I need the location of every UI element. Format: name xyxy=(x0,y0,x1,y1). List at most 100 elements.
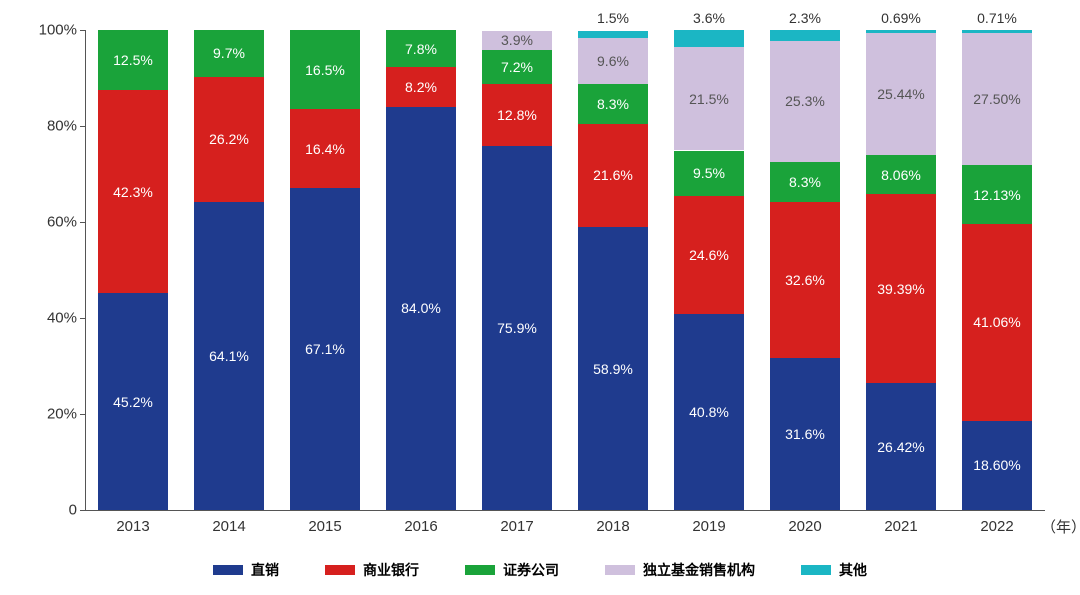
bar-segment-indep: 3.9% xyxy=(482,31,551,50)
bar-top-label: 0.69% xyxy=(881,10,921,26)
y-tick-mark xyxy=(80,222,85,223)
x-tick-label: 2013 xyxy=(116,518,149,535)
y-tick-mark xyxy=(80,126,85,127)
bar-segment-direct: 40.8% xyxy=(674,314,743,510)
segment-label: 26.2% xyxy=(209,131,249,147)
legend-item-other: 其他 xyxy=(801,560,867,580)
x-axis-unit: （年） xyxy=(1041,516,1080,537)
segment-label: 27.50% xyxy=(973,91,1020,107)
bar-segment-indep: 21.5% xyxy=(674,47,743,150)
bar-column: 26.42%39.39%8.06% 25.44% xyxy=(866,30,935,510)
y-tick-label: 80% xyxy=(47,118,77,135)
segment-label: 24.6% xyxy=(689,247,729,263)
segment-label: 75.9% xyxy=(497,320,537,336)
y-tick-label: 20% xyxy=(47,406,77,423)
bar-column: 64.1%26.2%9.7% xyxy=(194,30,263,510)
segment-label: 18.60% xyxy=(973,457,1020,473)
bar-top-label: 3.6% xyxy=(693,10,725,26)
bar-segment-security: 8.3% xyxy=(770,162,839,202)
bar-segment-bank: 41.06% xyxy=(962,224,1031,421)
legend-item-indep: 独立基金销售机构 xyxy=(605,560,755,580)
legend-item-direct: 直销 xyxy=(213,560,279,580)
legend-swatch xyxy=(325,565,355,575)
bar-top-label: 0.71% xyxy=(977,10,1017,26)
bar-segment-security: 8.06% xyxy=(866,155,935,194)
bar-top-label: 1.5% xyxy=(597,10,629,26)
bar-top-label: 2.3% xyxy=(789,10,821,26)
segment-label: 21.6% xyxy=(593,167,633,183)
bar-segment-security: 8.3% xyxy=(578,84,647,124)
bar-segment-direct: 26.42% xyxy=(866,383,935,510)
bar-segment-bank: 21.6% xyxy=(578,124,647,228)
legend-swatch xyxy=(801,565,831,575)
segment-label: 32.6% xyxy=(785,272,825,288)
bar-column: 18.60% 41.06% 12.13% 27.50% xyxy=(962,30,1031,510)
x-tick-label: 2020 xyxy=(788,518,821,535)
bar-segment-indep: 25.44% xyxy=(866,33,935,155)
bar-column: 40.8% 24.6% 9.5% 21.5% xyxy=(674,30,743,510)
x-tick-label: 2018 xyxy=(596,518,629,535)
segment-label: 12.13% xyxy=(973,187,1020,203)
legend-swatch xyxy=(465,565,495,575)
bar-segment-other xyxy=(578,31,647,38)
segment-label: 3.9% xyxy=(501,32,533,48)
segment-label: 16.4% xyxy=(305,141,345,157)
bar-segment-bank: 32.6% xyxy=(770,202,839,358)
bar-column: 58.9%21.6%8.3%9.6% xyxy=(578,30,647,510)
x-tick-label: 2021 xyxy=(884,518,917,535)
legend-swatch xyxy=(213,565,243,575)
x-axis-line xyxy=(85,510,1045,511)
bar-segment-security: 9.5% xyxy=(674,151,743,197)
segment-label: 31.6% xyxy=(785,426,825,442)
bar-column: 75.9% 12.8% 7.2% 3.9% xyxy=(482,30,551,510)
legend-item-security: 证券公司 xyxy=(465,560,559,580)
bar-column: 31.6% 32.6% 8.3% 25.3% xyxy=(770,30,839,510)
bar-segment-bank: 16.4% xyxy=(290,109,359,188)
bar-segment-bank: 12.8% xyxy=(482,84,551,145)
plot-area: 020%40%60%80%100%201345.2%42.3%12.5%2014… xyxy=(85,30,1045,510)
segment-label: 84.0% xyxy=(401,300,441,316)
chart-root: 020%40%60%80%100%201345.2%42.3%12.5%2014… xyxy=(0,0,1080,595)
segment-label: 25.44% xyxy=(877,86,924,102)
bar-segment-indep: 25.3% xyxy=(770,41,839,162)
x-tick-label: 2015 xyxy=(308,518,341,535)
segment-label: 25.3% xyxy=(785,93,825,109)
y-tick-label: 40% xyxy=(47,310,77,327)
bar-segment-direct: 58.9% xyxy=(578,227,647,510)
segment-label: 21.5% xyxy=(689,91,729,107)
legend-label: 直销 xyxy=(251,560,279,580)
segment-label: 45.2% xyxy=(113,394,153,410)
bar-segment-direct: 18.60% xyxy=(962,421,1031,510)
segment-label: 9.5% xyxy=(693,165,725,181)
segment-label: 40.8% xyxy=(689,404,729,420)
bar-segment-direct: 75.9% xyxy=(482,146,551,510)
legend-label: 商业银行 xyxy=(363,560,419,580)
legend: 直销 商业银行 证券公司 独立基金销售机构 其他 xyxy=(0,560,1080,580)
x-tick-label: 2019 xyxy=(692,518,725,535)
segment-label: 7.2% xyxy=(501,59,533,75)
bar-segment-other xyxy=(770,30,839,41)
segment-label: 7.8% xyxy=(405,41,437,57)
bar-segment-other xyxy=(962,30,1031,33)
y-tick-mark xyxy=(80,30,85,31)
segment-label: 9.7% xyxy=(213,45,245,61)
segment-label: 67.1% xyxy=(305,341,345,357)
y-tick-mark xyxy=(80,318,85,319)
y-tick-mark xyxy=(80,510,85,511)
bar-segment-security: 12.5% xyxy=(98,30,167,90)
bar-segment-direct: 84.0% xyxy=(386,107,455,510)
segment-label: 8.3% xyxy=(789,174,821,190)
bar-segment-bank: 39.39% xyxy=(866,194,935,383)
bar-segment-other xyxy=(674,30,743,47)
x-tick-label: 2014 xyxy=(212,518,245,535)
bar-column: 45.2% 42.3%12.5% xyxy=(98,30,167,510)
bar-segment-other xyxy=(866,30,935,33)
x-tick-label: 2022 xyxy=(980,518,1013,535)
bar-segment-direct: 31.6% xyxy=(770,358,839,510)
bar-segment-security: 9.7% xyxy=(194,30,263,77)
bar-segment-bank: 42.3% xyxy=(98,90,167,293)
bar-segment-security: 7.2% xyxy=(482,50,551,85)
bar-segment-direct: 67.1% xyxy=(290,188,359,510)
segment-label: 58.9% xyxy=(593,361,633,377)
y-tick-label: 0 xyxy=(69,502,77,519)
